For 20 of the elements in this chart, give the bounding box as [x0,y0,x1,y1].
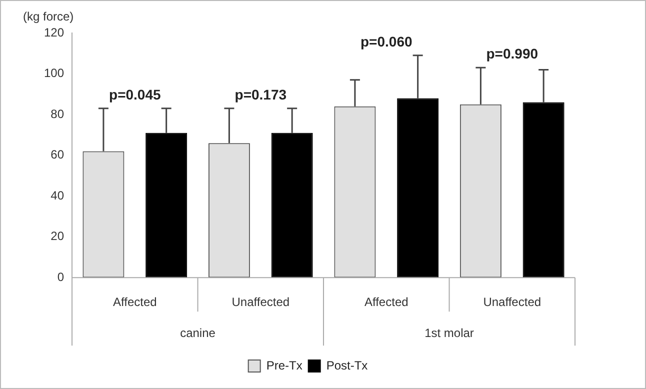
annotation: p=0.045 [109,86,161,102]
y-tick-label: 80 [50,106,64,121]
y-tick-label: 0 [57,270,64,284]
text: canine [180,326,216,340]
y-tick-label: 20 [50,229,64,244]
x-tick-label: Unaffected [232,295,290,310]
legend-label: Post-Tx [326,358,368,372]
y-axis-title: (kg force) [23,9,74,24]
y-tick-label: 100 [44,66,64,80]
x-tick-label: Affected [364,295,408,310]
annotation: p=0.173 [234,86,287,102]
y-tick-label: 40 [50,188,64,202]
y-tick-label: 60 [50,148,64,162]
annotation: p=0.060 [360,33,412,50]
legend-label: Pre-Tx [266,358,302,372]
text: 1st molar [424,326,474,340]
annotation: p=0.990 [486,46,538,62]
y-tick-label: 120 [44,25,64,40]
x-tick-label: Unaffected [483,295,542,310]
x-tick-label: Affected [112,295,157,310]
